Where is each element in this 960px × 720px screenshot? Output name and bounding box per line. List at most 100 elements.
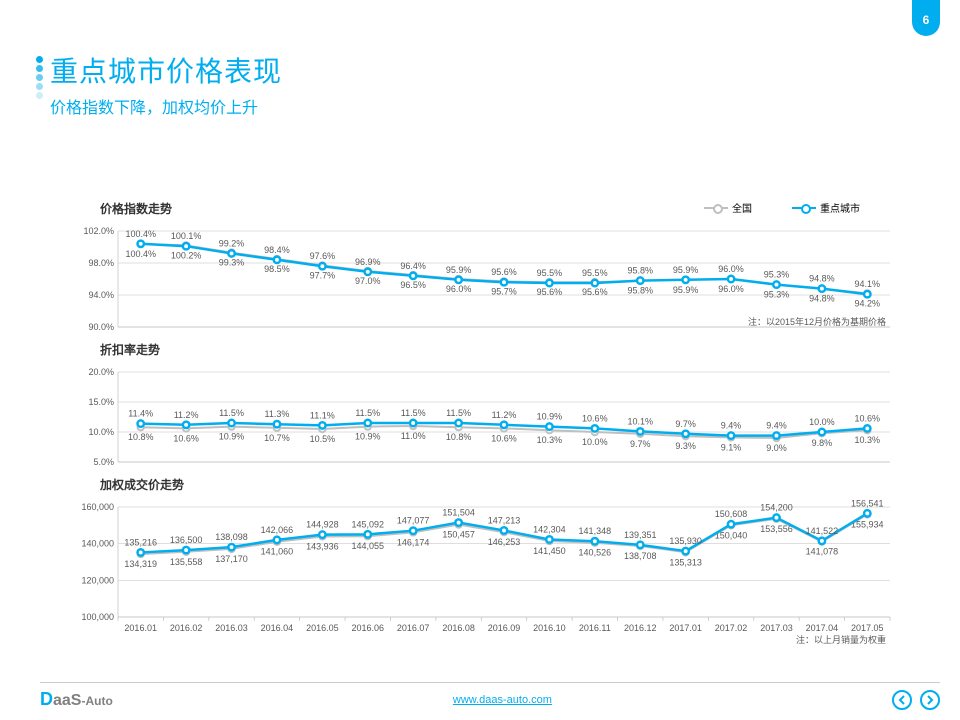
svg-text:2016.01: 2016.01 — [124, 623, 157, 633]
svg-text:2016.09: 2016.09 — [488, 623, 521, 633]
logo-aas: aaS — [53, 692, 81, 710]
svg-text:9.3%: 9.3% — [675, 441, 696, 451]
chart2-block: 折扣率走势 5.0%10.0%15.0%20.0%10.8%10.6%10.9%… — [70, 341, 900, 468]
svg-text:95.9%: 95.9% — [673, 265, 699, 275]
svg-text:10.0%: 10.0% — [582, 437, 608, 447]
svg-text:11.5%: 11.5% — [219, 408, 244, 418]
svg-text:10.7%: 10.7% — [264, 433, 290, 443]
svg-text:140,000: 140,000 — [81, 539, 114, 549]
svg-text:2016.11: 2016.11 — [579, 623, 611, 633]
svg-text:2016.12: 2016.12 — [624, 623, 657, 633]
svg-text:9.4%: 9.4% — [766, 421, 787, 431]
legend-label-key-cities: 重点城市 — [820, 200, 860, 215]
svg-text:9.7%: 9.7% — [675, 419, 696, 429]
charts-container: 价格指数走势 全国 重点城市 90.0%94.0%98.0%102.0%100.… — [70, 200, 900, 653]
svg-text:100,000: 100,000 — [81, 612, 114, 622]
chart2-svg: 5.0% 10.0% 15.0% 20.0% 10.8% 10.6% 10.9% 10.7% 1… — [70, 360, 900, 468]
svg-text:2017.01: 2017.01 — [669, 623, 702, 633]
svg-text:11.0%: 11.0% — [401, 431, 426, 441]
svg-text:2017.02: 2017.02 — [715, 623, 748, 633]
chart3-svg: 100,000120,000140,000160,0002016.012016.… — [70, 495, 900, 645]
svg-text:97.6%: 97.6% — [310, 251, 336, 261]
svg-text:9.1%: 9.1% — [721, 442, 742, 452]
svg-text:150,457: 150,457 — [442, 529, 475, 539]
svg-text:96.0%: 96.0% — [718, 284, 744, 294]
legend-marker-key-cities — [792, 207, 816, 209]
footer: D aaS -Auto www.daas-auto.com — [40, 682, 940, 712]
legend-label-national: 全国 — [732, 200, 752, 215]
svg-text:96.0%: 96.0% — [446, 284, 472, 294]
svg-text:142,304: 142,304 — [533, 524, 566, 534]
svg-text:140,526: 140,526 — [579, 548, 612, 558]
svg-text:2016.10: 2016.10 — [533, 623, 566, 633]
legend-marker-national — [704, 207, 728, 209]
header: 重点城市价格表现 价格指数下降，加权均价上升 — [50, 50, 282, 118]
svg-text:95.3%: 95.3% — [764, 270, 790, 280]
svg-text:2016.03: 2016.03 — [215, 623, 248, 633]
svg-text:10.1%: 10.1% — [627, 416, 653, 426]
svg-text:146,253: 146,253 — [488, 537, 521, 547]
svg-text:100.4%: 100.4% — [125, 229, 156, 239]
svg-text:10.6%: 10.6% — [491, 433, 517, 443]
svg-text:141,060: 141,060 — [261, 547, 294, 557]
svg-text:11.3%: 11.3% — [265, 409, 290, 419]
svg-text:10.9%: 10.9% — [219, 432, 245, 442]
svg-text:9.7%: 9.7% — [630, 439, 651, 449]
svg-text:11.2%: 11.2% — [174, 410, 199, 420]
svg-text:10.8%: 10.8% — [128, 432, 154, 442]
svg-text:96.4%: 96.4% — [400, 261, 426, 271]
svg-text:135,216: 135,216 — [124, 537, 157, 547]
svg-text:2016.02: 2016.02 — [170, 623, 203, 633]
chart3-title: 加权成交价走势 — [100, 476, 900, 493]
svg-text:136,500: 136,500 — [170, 535, 203, 545]
prev-button[interactable] — [892, 690, 912, 710]
next-button[interactable] — [920, 690, 940, 710]
svg-text:94.8%: 94.8% — [809, 274, 835, 284]
svg-text:2017.04: 2017.04 — [806, 623, 839, 633]
svg-text:10.6%: 10.6% — [855, 413, 881, 423]
svg-text:138,708: 138,708 — [624, 551, 657, 561]
svg-text:156,541: 156,541 — [851, 498, 884, 508]
svg-text:95.9%: 95.9% — [446, 265, 472, 275]
svg-text:137,170: 137,170 — [215, 554, 248, 564]
chart1-svg: 90.0%94.0%98.0%102.0%100.4%100.2%99.3%98… — [70, 219, 900, 333]
svg-text:95.8%: 95.8% — [627, 266, 653, 276]
svg-text:94.0%: 94.0% — [88, 290, 114, 300]
svg-text:100.1%: 100.1% — [171, 231, 202, 241]
svg-text:11.2%: 11.2% — [492, 410, 517, 420]
svg-text:144,928: 144,928 — [306, 520, 339, 530]
svg-text:9.0%: 9.0% — [766, 443, 787, 453]
logo-auto: -Auto — [81, 694, 112, 708]
svg-text:97.7%: 97.7% — [310, 270, 336, 280]
svg-text:145,092: 145,092 — [351, 519, 384, 529]
svg-text:141,078: 141,078 — [806, 547, 839, 557]
svg-text:150,608: 150,608 — [715, 509, 748, 519]
svg-text:注：以上月销量为权重: 注：以上月销量为权重 — [796, 634, 886, 645]
svg-text:120,000: 120,000 — [81, 575, 114, 585]
svg-text:9.8%: 9.8% — [812, 438, 833, 448]
legend-item-national: 全国 — [704, 200, 752, 215]
svg-text:11.5%: 11.5% — [446, 408, 471, 418]
svg-text:139,351: 139,351 — [624, 530, 657, 540]
chevron-left-icon — [897, 695, 907, 705]
svg-text:134,319: 134,319 — [124, 559, 157, 569]
svg-text:99.2%: 99.2% — [219, 238, 245, 248]
chart1-block: 价格指数走势 全国 重点城市 90.0%94.0%98.0%102.0%100.… — [70, 200, 900, 333]
chart3-block: 加权成交价走势 100,000120,000140,000160,0002016… — [70, 476, 900, 645]
svg-text:15.0%: 15.0% — [88, 397, 114, 407]
svg-text:90.0%: 90.0% — [88, 322, 114, 332]
svg-text:95.6%: 95.6% — [537, 287, 563, 297]
svg-text:10.0%: 10.0% — [88, 427, 114, 437]
svg-text:5.0%: 5.0% — [93, 457, 114, 467]
svg-text:9.4%: 9.4% — [721, 421, 742, 431]
svg-text:95.8%: 95.8% — [627, 286, 653, 296]
svg-text:144,055: 144,055 — [351, 541, 384, 551]
svg-text:10.6%: 10.6% — [173, 433, 199, 443]
svg-text:10.8%: 10.8% — [446, 432, 472, 442]
footer-link[interactable]: www.daas-auto.com — [453, 694, 552, 706]
svg-text:95.5%: 95.5% — [537, 268, 563, 278]
svg-text:95.7%: 95.7% — [491, 286, 517, 296]
svg-text:146,174: 146,174 — [397, 537, 430, 547]
svg-text:94.1%: 94.1% — [855, 279, 881, 289]
svg-text:20.0%: 20.0% — [88, 367, 114, 377]
